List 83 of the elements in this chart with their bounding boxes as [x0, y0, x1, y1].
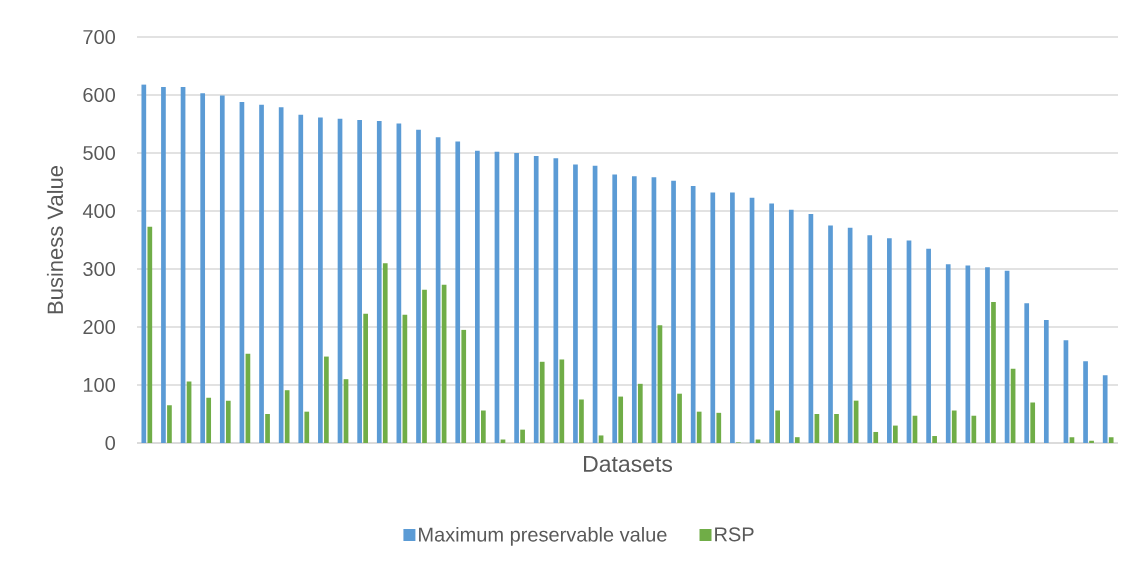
- bar: [161, 86, 166, 443]
- bar: [1043, 320, 1049, 443]
- legend-label: RSP: [715, 527, 754, 542]
- y-tick-label: 200: [83, 319, 116, 335]
- y-tick-label: 500: [83, 145, 116, 161]
- bar: [573, 164, 578, 443]
- bar: [834, 413, 839, 443]
- bar: [225, 400, 231, 443]
- bar: [828, 225, 833, 443]
- bar: [455, 141, 461, 443]
- bar: [631, 176, 637, 443]
- bar: [520, 429, 525, 443]
- bar: [965, 265, 971, 443]
- y-tick-label: 0: [105, 435, 116, 451]
- bar: [416, 129, 421, 443]
- bar: [147, 226, 153, 443]
- bar: [278, 107, 284, 443]
- bar: [769, 203, 774, 443]
- bar: [932, 436, 937, 443]
- bar: [298, 114, 304, 443]
- legend-label: Maximum preservable value: [419, 526, 667, 546]
- bar: [618, 396, 624, 443]
- bar: [559, 359, 565, 443]
- y-tick-label: 400: [82, 203, 116, 219]
- bar: [612, 174, 618, 443]
- bar: [200, 93, 206, 443]
- y-axis-title: Business Value: [46, 165, 64, 314]
- bar: [206, 397, 212, 443]
- bar: [873, 431, 879, 443]
- bar: [284, 390, 290, 443]
- bar: [945, 264, 951, 443]
- bar: [985, 267, 990, 443]
- bar: [926, 248, 931, 443]
- bar: [141, 84, 147, 443]
- bar: [991, 302, 996, 443]
- bar: [318, 117, 323, 443]
- bar: [794, 437, 800, 443]
- bar: [867, 235, 873, 443]
- bar: [376, 121, 382, 443]
- y-tick-label: 300: [83, 261, 116, 277]
- bar: [382, 263, 388, 443]
- bar: [304, 411, 310, 443]
- bar: [775, 410, 780, 443]
- bar: [716, 412, 722, 443]
- bar: [514, 153, 519, 443]
- y-tick-label: 100: [83, 377, 116, 393]
- bar: [1102, 375, 1108, 443]
- bar: [788, 209, 794, 443]
- bar: [893, 425, 898, 443]
- bar: [259, 104, 264, 443]
- x-axis-title: Datasets: [584, 455, 673, 472]
- bar: [1083, 361, 1088, 443]
- bar: [265, 413, 270, 443]
- bar: [167, 405, 172, 443]
- bar: [951, 410, 957, 443]
- bar: [637, 383, 643, 443]
- bar: [887, 238, 892, 443]
- bar: [357, 119, 362, 443]
- bar: [1089, 440, 1094, 443]
- bar: [598, 435, 604, 443]
- bar: [422, 289, 427, 443]
- y-tick-label: 600: [83, 87, 116, 103]
- bar: [461, 329, 467, 443]
- bar: [677, 393, 682, 443]
- bar: [579, 399, 584, 443]
- bar: [539, 361, 545, 443]
- bar: [730, 192, 735, 443]
- bar: [1024, 303, 1030, 443]
- y-tick-label: 700: [83, 29, 116, 45]
- bar: [690, 186, 696, 443]
- bar: [553, 158, 559, 443]
- bar: [710, 192, 716, 443]
- bar: [696, 411, 702, 443]
- bar: [324, 356, 329, 443]
- bar: [481, 410, 486, 443]
- bar: [363, 313, 368, 443]
- bar: [1030, 402, 1036, 443]
- bar: [1108, 437, 1114, 443]
- bar: [671, 180, 676, 443]
- bar: [475, 150, 480, 443]
- bar: [533, 155, 539, 443]
- bar: [219, 95, 225, 443]
- bar: [971, 415, 977, 443]
